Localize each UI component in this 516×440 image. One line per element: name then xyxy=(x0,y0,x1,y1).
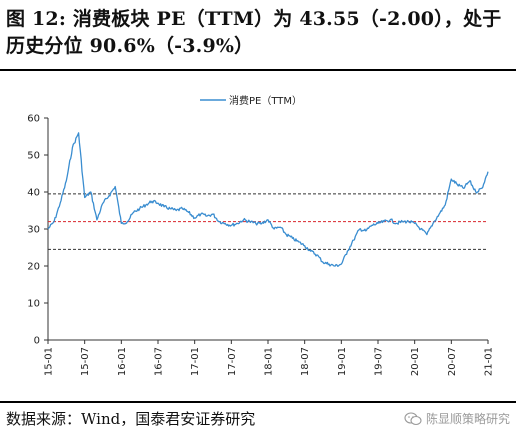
data-source-note: 数据来源：Wind，国泰君安证券研究 xyxy=(6,410,256,428)
x-tick-label: 17-07 xyxy=(227,347,238,376)
y-tick-label: 40 xyxy=(27,188,40,199)
x-tick-label: 15-01 xyxy=(44,347,55,376)
pe-line-chart: 消费PE（TTM） 0 10 20 30 40 50 60 15-01 15-07 16-01 16… xyxy=(27,94,495,376)
y-tick-label: 10 xyxy=(27,299,40,310)
x-tick-label: 17-01 xyxy=(190,347,201,376)
wechat-icon xyxy=(404,412,422,426)
x-tick-label: 18-07 xyxy=(300,347,311,376)
y-tick-label: 20 xyxy=(27,262,40,273)
title-divider xyxy=(0,69,516,71)
x-tick-label: 21-01 xyxy=(484,347,495,376)
y-tick-label: 30 xyxy=(27,225,40,236)
y-tick-label: 0 xyxy=(34,336,40,347)
x-tick-label: 20-07 xyxy=(447,347,458,376)
x-tick-label: 20-01 xyxy=(410,347,421,376)
footer-divider xyxy=(0,401,516,403)
y-tick-label: 60 xyxy=(27,114,40,125)
x-tick-label: 19-01 xyxy=(337,347,348,376)
watermark-text: 陈显顺策略研究 xyxy=(425,412,510,426)
x-tick-label: 18-01 xyxy=(264,347,275,376)
x-tick-label: 16-01 xyxy=(117,347,128,376)
chart-legend: 消费PE（TTM） xyxy=(200,94,302,107)
y-tick-label: 50 xyxy=(27,151,40,162)
x-tick-label: 19-07 xyxy=(374,347,385,376)
legend-label: 消费PE（TTM） xyxy=(229,94,302,107)
page-title: 图 12: 消费板块 PE（TTM）为 43.55（-2.00），处于历史分位 … xyxy=(6,8,502,57)
watermark: 陈显顺策略研究 xyxy=(404,409,510,429)
x-tick-label: 15-07 xyxy=(80,347,91,376)
x-tick-label: 16-07 xyxy=(154,347,165,376)
series-line-consumer-pe xyxy=(47,132,489,267)
